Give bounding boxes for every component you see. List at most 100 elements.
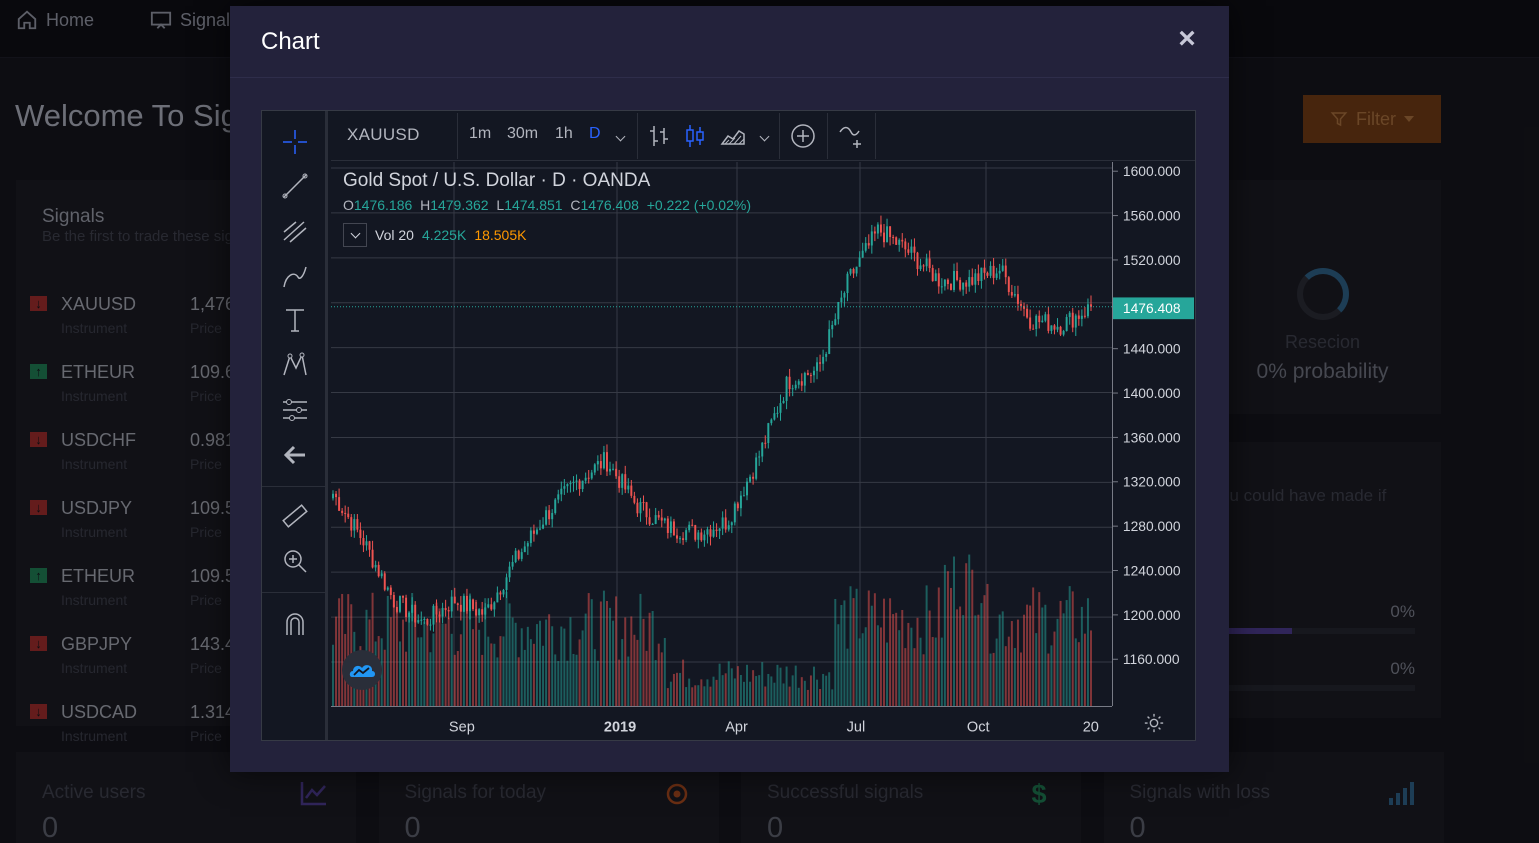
candle-body bbox=[968, 277, 971, 287]
candle-body bbox=[901, 239, 904, 242]
brush-tool[interactable] bbox=[278, 259, 312, 293]
candle-body bbox=[1090, 304, 1092, 307]
volume-bar bbox=[922, 654, 925, 706]
signal-row[interactable]: ↓ USDJPY Instrument 109.5 Price bbox=[28, 492, 356, 560]
volume-bar bbox=[1038, 592, 1041, 706]
candle-body bbox=[602, 452, 605, 469]
volume-bar bbox=[934, 637, 937, 706]
candle-body bbox=[529, 530, 532, 544]
candle-body bbox=[1050, 325, 1053, 331]
profit-bar-2 bbox=[1220, 685, 1415, 691]
candle-body bbox=[749, 476, 752, 482]
trend-line-tool[interactable] bbox=[278, 169, 312, 203]
measure-tool[interactable] bbox=[278, 499, 312, 533]
candle-body bbox=[502, 590, 505, 595]
crosshair-tool[interactable] bbox=[278, 125, 312, 159]
close-icon[interactable]: × bbox=[1178, 22, 1196, 55]
topbar-divider bbox=[875, 113, 876, 159]
area-chart-icon[interactable] bbox=[719, 122, 747, 150]
chevron-down-icon[interactable] bbox=[615, 131, 626, 142]
trend-line-icon bbox=[282, 173, 308, 199]
candle-body bbox=[639, 502, 642, 514]
volume-bar bbox=[889, 598, 892, 706]
signal-row[interactable]: ↓ GBPJPY Instrument 143.4 Price bbox=[28, 628, 356, 696]
topbar-divider bbox=[637, 113, 638, 159]
signal-instrument: USDCHF bbox=[61, 430, 136, 450]
candle-body bbox=[548, 510, 551, 520]
candle-body bbox=[755, 457, 758, 479]
candle-body bbox=[752, 476, 755, 479]
candle-body bbox=[889, 226, 892, 238]
toolbar-divider bbox=[262, 486, 325, 487]
timeframe-1m[interactable]: 1m bbox=[469, 125, 492, 142]
candle-body bbox=[596, 461, 599, 465]
candle-body bbox=[846, 273, 849, 294]
symbol-search[interactable]: XAUUSD bbox=[347, 125, 420, 144]
tradingview-logo[interactable] bbox=[342, 650, 382, 690]
candle-body bbox=[1086, 304, 1089, 317]
volume-bar bbox=[423, 621, 426, 706]
profit-bar-1-fill bbox=[1220, 628, 1293, 634]
filter-button[interactable]: Filter bbox=[1303, 95, 1441, 143]
add-indicator-icon[interactable] bbox=[789, 122, 817, 150]
back-tool[interactable] bbox=[278, 438, 312, 472]
tradingview-cloud-icon bbox=[349, 665, 375, 677]
candle-body bbox=[575, 480, 578, 482]
bars-icon[interactable] bbox=[645, 122, 673, 150]
timeframe-1h[interactable]: 1h bbox=[555, 125, 573, 142]
signal-row[interactable]: ↑ ETHEUR Instrument 109.6 Price bbox=[28, 356, 356, 424]
fib-tool[interactable] bbox=[278, 214, 312, 248]
price-axis[interactable]: 1600.0001560.0001520.0001480.0001440.000… bbox=[1112, 162, 1195, 706]
magnet-tool[interactable] bbox=[278, 607, 312, 641]
candle-body bbox=[730, 522, 733, 526]
volume-bar bbox=[593, 649, 596, 706]
signal-bars-icon bbox=[1388, 782, 1414, 805]
volume-bar bbox=[803, 680, 806, 706]
chevron-down-icon[interactable] bbox=[759, 131, 770, 142]
chart-settings[interactable] bbox=[1112, 706, 1195, 740]
legend-collapse-toggle[interactable] bbox=[343, 223, 367, 247]
volume-bar bbox=[615, 596, 618, 706]
pattern-icon bbox=[283, 352, 307, 376]
signal-row[interactable]: ↑ ETHEUR Instrument 109.5 Price bbox=[28, 560, 356, 628]
signal-instrument-label: Instrument bbox=[61, 388, 128, 404]
timeframe-30m[interactable]: 30m bbox=[507, 125, 539, 142]
candle-body bbox=[672, 521, 675, 536]
zoom-tool[interactable] bbox=[278, 544, 312, 578]
timeframe-d[interactable]: D bbox=[589, 125, 601, 142]
price-chart[interactable] bbox=[331, 162, 1112, 706]
volume-bar bbox=[602, 590, 605, 706]
candle-body bbox=[389, 587, 392, 596]
nav-home[interactable]: Home bbox=[16, 8, 94, 32]
signal-row[interactable]: ↓ USDCHF Instrument 0.981 Price bbox=[28, 424, 356, 492]
volume-bar bbox=[508, 603, 511, 706]
signal-row[interactable]: ↓ XAUUSD Instrument 1,476. Price bbox=[28, 288, 356, 356]
candle-body bbox=[435, 605, 438, 615]
candle-body bbox=[1004, 265, 1007, 278]
text-tool[interactable] bbox=[278, 303, 312, 337]
time-axis[interactable]: Sep 2019 Apr Jul Oct 20 bbox=[331, 706, 1112, 740]
volume-bar bbox=[876, 625, 879, 706]
candle-body bbox=[679, 538, 682, 540]
compare-icon[interactable] bbox=[837, 122, 865, 150]
candle-body bbox=[782, 400, 785, 404]
candle-body bbox=[450, 596, 453, 612]
candle-body bbox=[770, 419, 773, 424]
nav-signals[interactable]: Signals bbox=[150, 8, 239, 32]
price-tick-label: 1440.000 bbox=[1123, 341, 1181, 357]
volume-bar bbox=[846, 648, 849, 706]
volume-bar bbox=[420, 637, 423, 706]
candle-body bbox=[432, 605, 435, 625]
volume-value: 4.225K bbox=[421, 227, 467, 243]
volume-bar bbox=[639, 593, 642, 706]
volume-bar bbox=[414, 617, 417, 706]
volume-bar bbox=[1080, 606, 1083, 706]
crosshair-icon bbox=[283, 130, 307, 154]
volume-bar bbox=[590, 599, 593, 706]
candle-body bbox=[1083, 315, 1086, 317]
candles-icon[interactable] bbox=[681, 122, 709, 150]
candle-body bbox=[444, 607, 447, 611]
pattern-tool[interactable] bbox=[278, 348, 312, 382]
prediction-tool[interactable] bbox=[278, 393, 312, 427]
signal-price: 1,476. bbox=[190, 294, 241, 314]
